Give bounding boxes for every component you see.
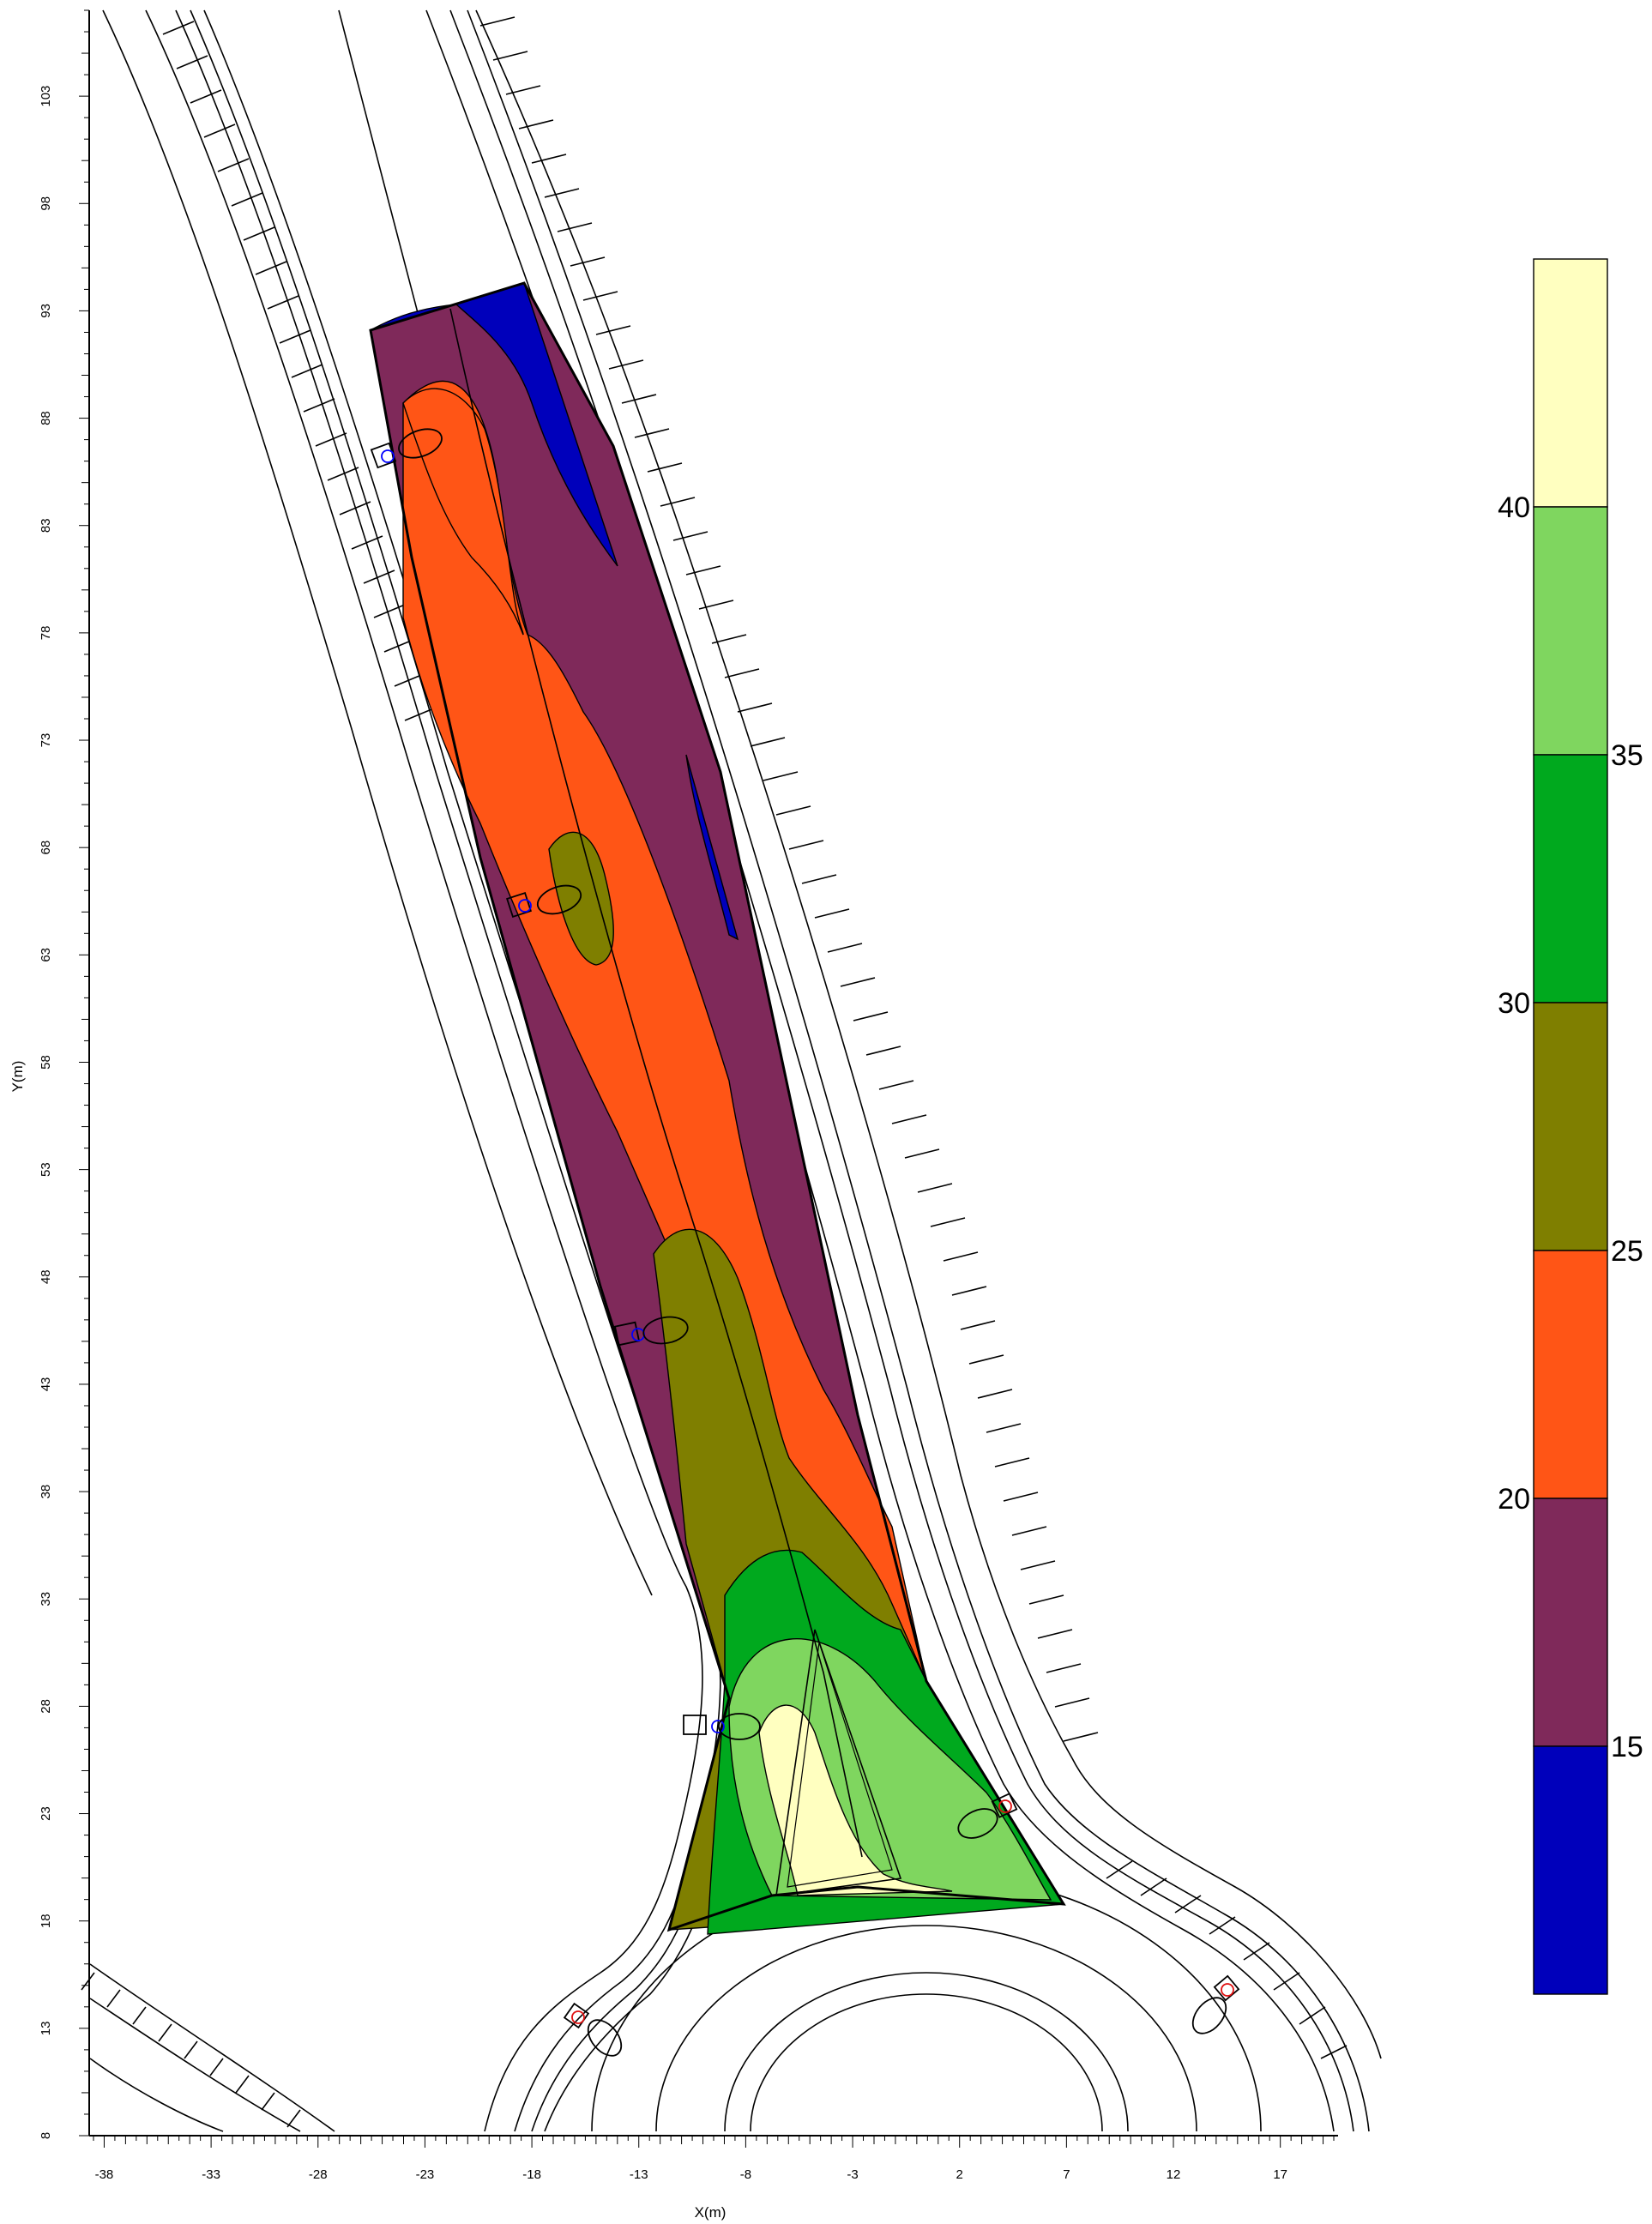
y-tick-label: 33 <box>39 1592 53 1606</box>
x-tick-label: 12 <box>1167 2167 1181 2182</box>
x-tick-label: -18 <box>522 2167 541 2182</box>
x-tick-label: 7 <box>1063 2167 1070 2182</box>
y-tick-labels: 8 13 18 23 28 33 38 43 48 53 58 63 68 73 78 83 88 93 98 103 <box>39 86 53 2140</box>
luminaire-7 <box>1191 1974 1240 2034</box>
legend-swatch <box>1533 506 1608 756</box>
x-tick-label: 17 <box>1273 2167 1287 2182</box>
y-tick-label: 28 <box>39 1699 53 1714</box>
y-axis-title: Y(m) <box>9 1061 26 1093</box>
x-tick-label: -23 <box>416 2167 435 2182</box>
legend-label: 35 <box>1611 739 1643 772</box>
y-tick-label: 98 <box>39 196 53 211</box>
luminaire-2 <box>506 884 582 918</box>
x-tick-label: -38 <box>95 2167 114 2182</box>
y-tick-label: 78 <box>39 626 53 641</box>
x-tick-labels: -38 -33 -28 -23 -18 -13 -8 -3 2 7 12 17 <box>95 2167 1287 2182</box>
y-tick-label: 53 <box>39 1162 53 1177</box>
x-tick-label: -3 <box>847 2167 858 2182</box>
band-10-15-b <box>685 754 739 941</box>
x-tick-label: -33 <box>202 2167 220 2182</box>
legend-label: 15 <box>1611 1731 1643 1763</box>
legend-swatch <box>1533 1745 1608 1995</box>
luminaire-4 <box>683 1713 761 1740</box>
legend-label: 40 <box>1498 491 1530 524</box>
luminaire-1 <box>370 428 443 469</box>
legend-swatch <box>1533 1498 1608 1747</box>
legend-label: 30 <box>1498 987 1530 1020</box>
y-tick-label: 73 <box>39 733 53 748</box>
legend-swatch <box>1533 1002 1608 1251</box>
legend-swatch <box>1533 754 1608 1004</box>
band-20-25 <box>402 380 928 1684</box>
y-tick-label: 93 <box>39 304 53 318</box>
luminaire-5 <box>957 1793 1018 1839</box>
x-tick-label: -28 <box>309 2167 328 2182</box>
y-tick-label: 13 <box>39 2022 53 2036</box>
y-tick-label: 83 <box>39 518 53 533</box>
y-tick-label: 103 <box>39 86 53 107</box>
x-tick-label: -13 <box>630 2167 648 2182</box>
x-axis-title: X(m) <box>695 2204 727 2221</box>
calc-grid-outline <box>369 281 1066 1932</box>
y-tick-label: 23 <box>39 1806 53 1821</box>
contour-bands <box>369 281 1066 1935</box>
y-tick-label: 8 <box>39 2132 53 2139</box>
luminaire-3 <box>613 1316 689 1347</box>
y-tick-label: 18 <box>39 1914 53 1928</box>
x-minor-ticks <box>93 2136 1335 2148</box>
legend-colorbar: 15 20 25 30 35 40 <box>1498 258 1643 1995</box>
band-40-45 <box>758 1704 953 1896</box>
x-tick-label: 2 <box>956 2167 963 2182</box>
y-tick-label: 63 <box>39 948 53 962</box>
y-minor-ticks <box>79 9 89 2137</box>
legend-swatch <box>1533 1250 1608 1499</box>
y-tick-label: 58 <box>39 1055 53 1070</box>
y-tick-label: 38 <box>39 1485 53 1499</box>
y-tick-label: 48 <box>39 1269 53 1284</box>
legend-label: 20 <box>1498 1483 1530 1516</box>
axes: 8 13 18 23 28 33 38 43 48 53 58 63 68 73 78 83 88 93 98 103… <box>9 9 1338 2221</box>
x-tick-label: -8 <box>740 2167 751 2182</box>
luminaire-markers <box>370 428 1240 2057</box>
y-tick-label: 68 <box>39 841 53 855</box>
legend-label: 25 <box>1611 1235 1643 1268</box>
y-tick-label: 43 <box>39 1377 53 1392</box>
legend-swatch <box>1533 258 1608 508</box>
band-10-15 <box>370 282 618 567</box>
y-tick-label: 88 <box>39 411 53 425</box>
luminaire-6 <box>563 2002 623 2057</box>
